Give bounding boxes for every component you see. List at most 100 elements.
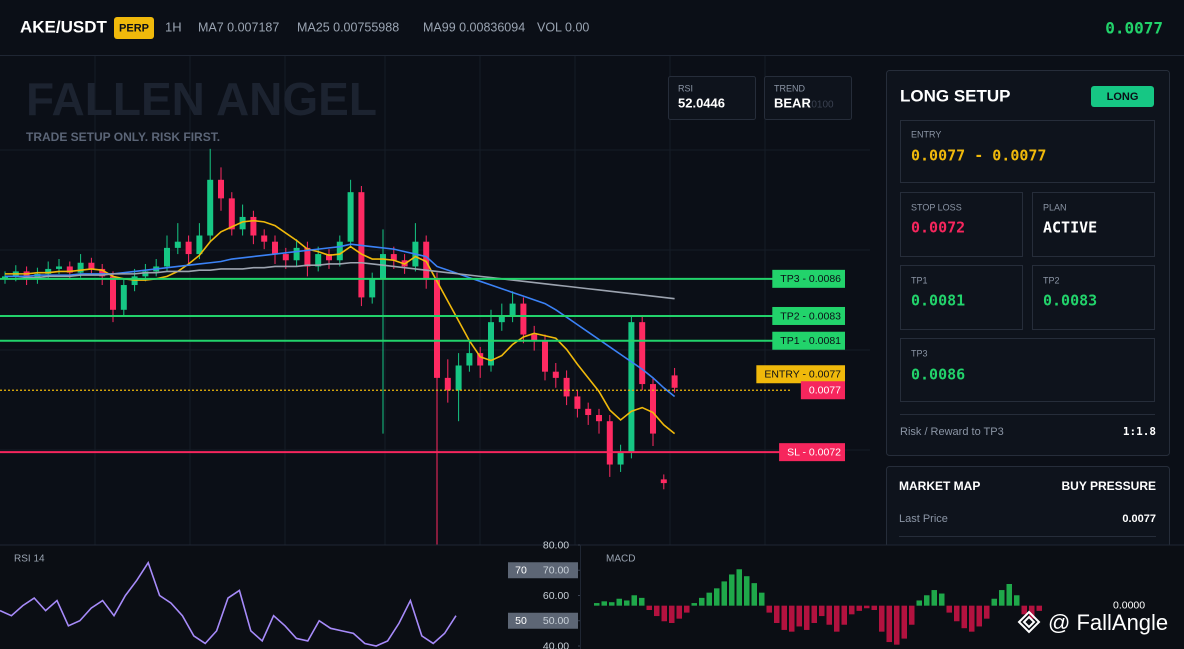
candle-body — [207, 179, 214, 236]
candle-body — [66, 266, 73, 273]
candle-body — [444, 377, 451, 391]
candle-body — [542, 340, 548, 372]
candle-body — [596, 415, 602, 422]
panel-title: MACD — [606, 554, 635, 565]
rsi-level-label: 50 — [515, 615, 527, 627]
candle-body — [520, 303, 527, 335]
rsi-level-tag — [508, 612, 578, 629]
long-badge[interactable] — [1091, 86, 1154, 107]
macd-bar — [961, 605, 967, 629]
rsi-box-value: 52.0446 — [678, 95, 725, 110]
plan-card — [1032, 192, 1155, 257]
plan-label: PLAN — [1043, 202, 1067, 212]
candle-body — [509, 303, 516, 316]
macd-bar — [939, 593, 945, 606]
moving-average — [5, 261, 675, 300]
macd-bar — [744, 576, 750, 606]
candle-body — [282, 254, 289, 261]
candle-body — [423, 241, 430, 279]
candle-body — [434, 278, 440, 378]
entry-value: 0.0077 - 0.0077 — [911, 147, 1046, 165]
macd-bar — [841, 605, 847, 625]
macd-bar — [631, 595, 637, 606]
stop-value: 0.0072 — [911, 219, 965, 237]
candle-body — [671, 375, 678, 388]
trend-box-value: BEAR — [774, 95, 811, 110]
macd-bar — [804, 605, 810, 630]
setup-title: LONG SETUP — [900, 86, 1011, 105]
macd-bar — [736, 569, 742, 606]
candle-body — [142, 271, 149, 277]
candle-body — [23, 271, 30, 279]
macd-bar — [691, 603, 697, 606]
macd-bar — [909, 605, 915, 625]
macd-bar — [669, 605, 675, 623]
macd-bar — [1036, 605, 1042, 611]
panel-title: RSI 14 — [14, 554, 45, 565]
macd-bar — [901, 605, 907, 639]
tp2-card — [1032, 265, 1155, 330]
candle-body — [628, 322, 635, 453]
candle-body — [77, 262, 84, 273]
candle-body — [250, 216, 257, 236]
macd-bar — [759, 592, 765, 606]
macd-bar — [1021, 605, 1027, 615]
macd-bar — [864, 605, 870, 609]
candle-body — [650, 384, 656, 434]
market-map-title: MARKET MAP — [899, 479, 980, 493]
candle-body — [99, 268, 106, 277]
perp-badge-text: PERP — [119, 22, 149, 34]
tp3-label: TP3 — [911, 348, 928, 358]
macd-bar — [871, 605, 877, 610]
tp1-card — [900, 265, 1023, 330]
tp1-value: 0.0081 — [911, 292, 965, 310]
level-tag — [779, 443, 845, 462]
macd-bar — [976, 605, 982, 627]
candle-body — [218, 179, 224, 199]
macd-bar — [834, 605, 840, 632]
tp3-card — [900, 338, 1155, 402]
rr-value: 1:1.8 — [1123, 425, 1156, 438]
rsi-box — [668, 76, 756, 120]
level-label: ENTRY - 0.0077 — [764, 369, 841, 381]
entry-label: ENTRY — [911, 129, 941, 139]
trend-box-label: TREND — [774, 83, 805, 93]
candle-body — [660, 479, 667, 484]
candle-body — [228, 198, 235, 230]
long-badge-text: LONG — [1107, 91, 1139, 103]
market-map-status: BUY PRESSURE — [1062, 479, 1156, 493]
plan-value: ACTIVE — [1043, 219, 1097, 237]
rsi-box-label: RSI — [678, 83, 693, 93]
macd-bar — [946, 605, 952, 613]
rsi-panel — [0, 545, 580, 649]
level-label: TP2 - 0.0083 — [780, 310, 841, 322]
macd-bar — [624, 600, 630, 606]
interval[interactable]: 1H — [165, 19, 182, 34]
macd-bar — [781, 605, 787, 630]
candle-body — [390, 254, 397, 261]
level-tag — [772, 269, 845, 288]
macd-bar — [999, 590, 1005, 606]
macd-bar — [751, 583, 757, 606]
candle-body — [531, 334, 538, 341]
candle-body — [164, 247, 170, 267]
macd-bar — [654, 605, 660, 617]
macd-bar — [721, 581, 727, 606]
stop-label: STOP LOSS — [911, 202, 962, 212]
tp3-value: 0.0086 — [911, 366, 965, 384]
macd-bar — [616, 598, 622, 606]
candle-body — [585, 408, 592, 416]
candle-body — [110, 276, 116, 310]
rr-label: Risk / Reward to TP3 — [900, 426, 1004, 438]
y-tick-label: 70.00 — [543, 565, 569, 577]
candle-body — [552, 371, 559, 378]
y-tick-label: 50.00 — [543, 615, 569, 627]
level-label: 0.0077 — [809, 385, 841, 397]
macd-bar — [601, 601, 607, 606]
rsi-level-label: 70 — [515, 565, 527, 577]
macd-bar — [1006, 584, 1012, 606]
macd-bar — [826, 605, 832, 625]
rsi-level-tag — [508, 562, 578, 579]
macd-bar — [639, 597, 645, 606]
credit-icon — [1017, 610, 1041, 634]
